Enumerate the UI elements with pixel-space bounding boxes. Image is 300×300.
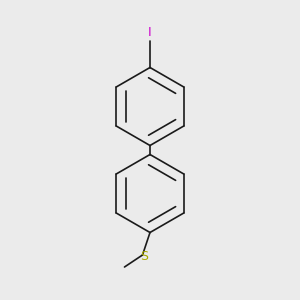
Text: S: S [140, 250, 148, 263]
Text: I: I [148, 26, 152, 39]
